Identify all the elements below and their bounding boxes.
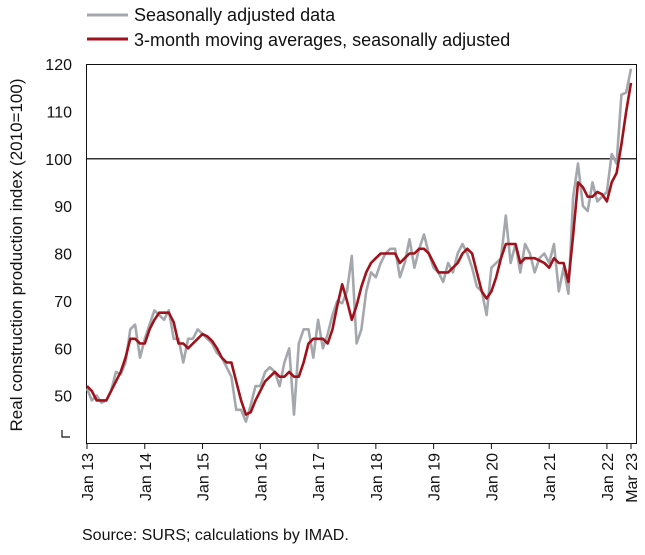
- x-tick-label: Mar 23: [624, 453, 641, 503]
- x-tick-label: Jan 18: [369, 453, 386, 501]
- y-tick-label: 100: [45, 152, 72, 169]
- x-tick-label: Jan 21: [542, 453, 559, 501]
- source-note: Source: SURS; calculations by IMAD.: [82, 527, 349, 544]
- legend-label-moving-average: 3-month moving averages, seasonally adju…: [134, 30, 510, 50]
- axis-break-mark: [61, 430, 70, 438]
- legend: Seasonally adjusted data 3-month moving …: [87, 5, 510, 50]
- x-tick-label: Jan 22: [600, 453, 617, 501]
- x-tick-label: Jan 14: [138, 453, 155, 501]
- y-ticks: 50 60 70 80 90 100 110 120: [45, 57, 72, 406]
- plot-area: [86, 64, 637, 444]
- x-tick-label: Jan 15: [196, 453, 213, 501]
- legend-label-seasonally-adjusted: Seasonally adjusted data: [134, 5, 336, 25]
- y-tick-label: 70: [54, 294, 72, 311]
- y-tick-label: 120: [45, 57, 72, 74]
- x-tick-label: Jan 13: [80, 453, 97, 501]
- x-tick-label: Jan 19: [427, 453, 444, 501]
- x-tick-label: Jan 20: [484, 453, 501, 501]
- y-tick-label: 80: [54, 247, 72, 264]
- x-tick-label: Jan 16: [253, 453, 270, 501]
- y-tick-label: 110: [46, 104, 72, 121]
- y-tick-label: 90: [54, 199, 72, 216]
- series-line-seasonally-adjusted: [85, 68, 633, 424]
- x-tick-label: Jan 17: [311, 453, 328, 501]
- y-tick-label: 50: [54, 389, 72, 406]
- y-tick-label: 60: [54, 341, 72, 358]
- series-lines: [85, 68, 633, 424]
- x-ticks: Jan 13 Jan 14 Jan 15 Jan 16 Jan 17 Jan 18 Jan …: [80, 443, 641, 503]
- y-axis-title: Real construction production index (2010…: [7, 79, 26, 432]
- series-line-moving-average: [86, 82, 633, 416]
